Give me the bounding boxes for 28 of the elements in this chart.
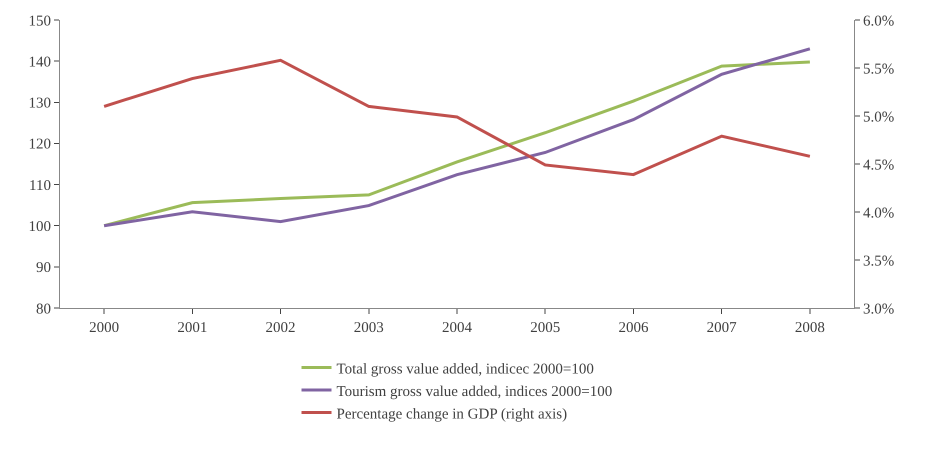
x-tick-label: 2001: [177, 320, 208, 336]
x-tick-label: 2007: [706, 320, 738, 336]
y2-tick-label: 3.5%: [863, 253, 894, 270]
y-tick-label: 90: [36, 260, 51, 276]
y-tick-label: 130: [28, 96, 51, 112]
y-tick-label: 140: [28, 54, 51, 70]
legend-label: Percentage change in GDP (right axis): [336, 406, 568, 422]
y2-tick-label: 3.0%: [863, 301, 894, 318]
y-tick-label: 110: [29, 178, 51, 194]
x-tick-label: 2006: [618, 320, 649, 336]
line-series: [102, 58, 812, 176]
y2-tick-label: 4.0%: [863, 205, 894, 222]
x-tick-label: 2004: [442, 320, 472, 336]
x-tick-label: 2005: [530, 320, 560, 336]
legend-label: Tourism gross value added, indices 2000=100: [336, 384, 612, 400]
y2-tick-label: 5.0%: [863, 109, 894, 126]
y2-tick-label: 4.5%: [863, 157, 894, 174]
x-tick-label: 2008: [794, 320, 825, 336]
y-tick-label: 80: [36, 301, 51, 318]
y2-tick-label: 5.5%: [863, 61, 894, 78]
x-tick-label: 2003: [354, 320, 384, 336]
legend-label: Total gross value added, indicec 2000=100: [336, 361, 594, 378]
x-tick-label: 2002: [266, 320, 296, 336]
y-tick-label: 150: [28, 13, 51, 30]
y-tick-label: 100: [28, 218, 51, 235]
y2-tick-label: 6.0%: [863, 13, 894, 30]
x-tick-label: 2000: [89, 320, 120, 336]
y-tick-label: 120: [28, 136, 51, 153]
